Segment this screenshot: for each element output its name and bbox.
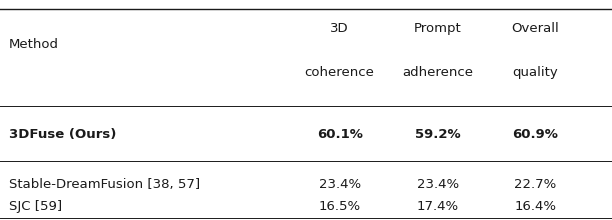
Text: 17.4%: 17.4% bbox=[417, 200, 458, 213]
Text: SJC [59]: SJC [59] bbox=[9, 200, 62, 213]
Text: 60.9%: 60.9% bbox=[513, 128, 558, 141]
Text: Overall: Overall bbox=[512, 22, 559, 35]
Text: adherence: adherence bbox=[402, 66, 473, 79]
Text: coherence: coherence bbox=[305, 66, 375, 79]
Text: 3D: 3D bbox=[330, 22, 349, 35]
Text: 16.4%: 16.4% bbox=[515, 200, 556, 213]
Text: Prompt: Prompt bbox=[414, 22, 461, 35]
Text: 16.5%: 16.5% bbox=[319, 200, 360, 213]
Text: 23.4%: 23.4% bbox=[319, 178, 360, 191]
Text: 23.4%: 23.4% bbox=[417, 178, 458, 191]
Text: Method: Method bbox=[9, 37, 59, 51]
Text: 60.1%: 60.1% bbox=[317, 128, 362, 141]
Text: 22.7%: 22.7% bbox=[514, 178, 557, 191]
Text: quality: quality bbox=[513, 66, 558, 79]
Text: Stable-DreamFusion [38, 57]: Stable-DreamFusion [38, 57] bbox=[9, 178, 200, 191]
Text: 59.2%: 59.2% bbox=[415, 128, 460, 141]
Text: 3DFuse (Ours): 3DFuse (Ours) bbox=[9, 128, 116, 141]
